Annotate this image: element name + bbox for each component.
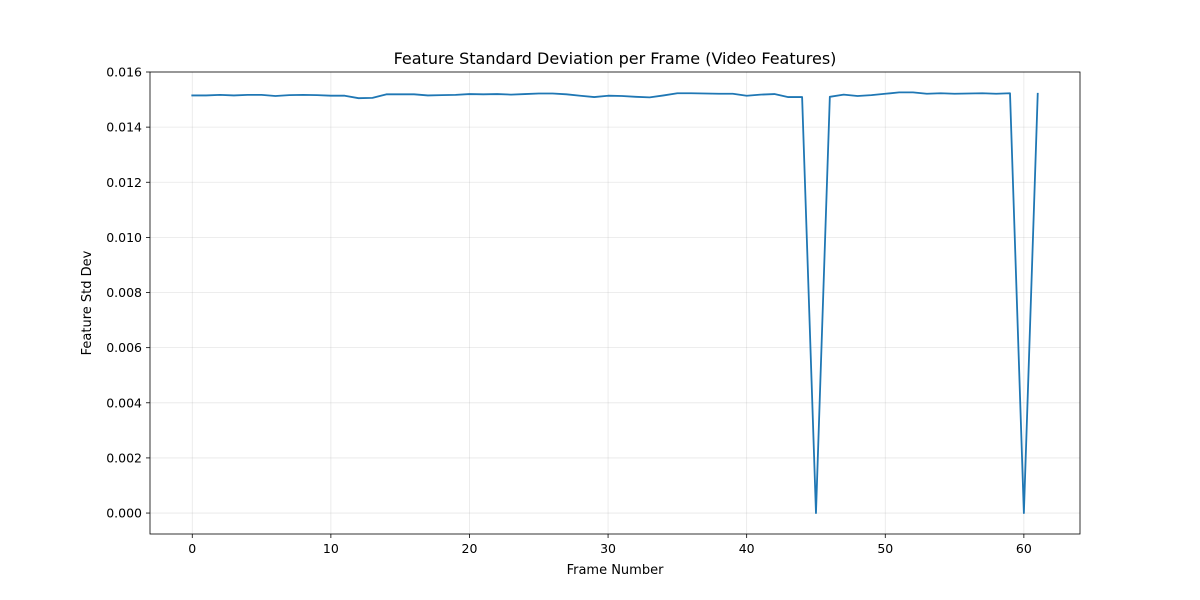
x-tick-label: 20 bbox=[462, 541, 478, 556]
y-tick-label: 0.002 bbox=[106, 450, 142, 465]
y-tick-label: 0.016 bbox=[106, 65, 142, 80]
x-tick-label: 30 bbox=[600, 541, 616, 556]
y-tick-label: 0.012 bbox=[106, 175, 142, 190]
series-line bbox=[191, 91, 1039, 514]
y-tick-label: 0.008 bbox=[106, 285, 142, 300]
x-tick-label: 60 bbox=[1016, 541, 1032, 556]
y-axis-ticks: 0.000 0.002 0.004 0.006 0.008 0.010 0.012 0.014… bbox=[106, 65, 150, 521]
y-tick-label: 0.004 bbox=[106, 395, 142, 410]
y-tick-label: 0.000 bbox=[106, 506, 142, 521]
x-tick-label: 0 bbox=[188, 541, 196, 556]
y-tick-label: 0.014 bbox=[106, 120, 142, 135]
grid bbox=[150, 71, 1080, 534]
plot-series bbox=[191, 91, 1039, 514]
x-tick-label: 40 bbox=[739, 541, 755, 556]
x-tick-label: 10 bbox=[323, 541, 339, 556]
y-tick-label: 0.006 bbox=[106, 340, 142, 355]
y-axis-label: Feature Std Dev bbox=[80, 250, 95, 355]
x-axis-label: Frame Number bbox=[567, 563, 665, 578]
y-tick-label: 0.010 bbox=[106, 230, 142, 245]
x-tick-label: 50 bbox=[877, 541, 893, 556]
x-axis-ticks: 0 10 20 30 40 50 60 bbox=[188, 534, 1032, 556]
chart-title: Feature Standard Deviation per Frame (Vi… bbox=[394, 49, 837, 68]
plot-area-frame bbox=[149, 71, 1081, 535]
